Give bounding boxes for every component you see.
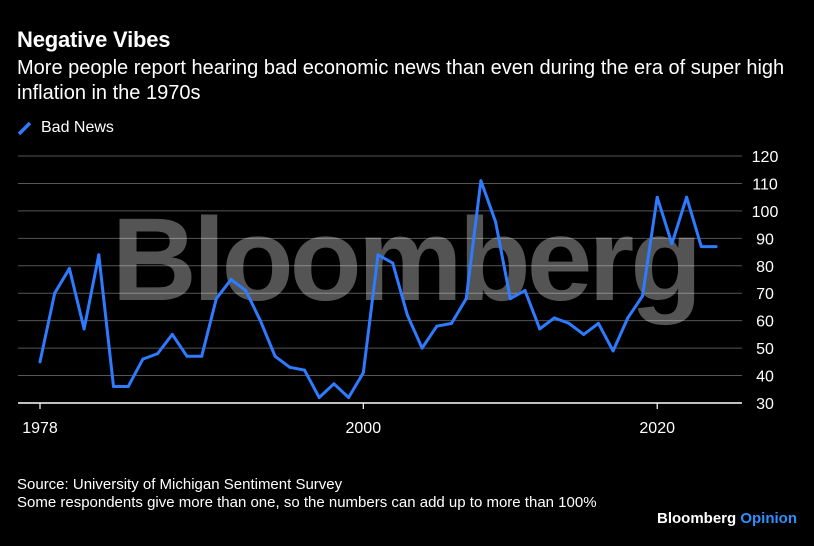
data-point-2015 [582, 332, 586, 336]
data-point-2017 [611, 349, 615, 353]
data-point-1998 [332, 382, 336, 386]
data-point-2020 [655, 195, 659, 199]
data-point-1984 [126, 385, 130, 388]
y-tick-label-40: 40 [756, 369, 774, 386]
data-point-2001 [376, 253, 380, 257]
data-point-2002 [391, 261, 395, 265]
data-point-2004 [420, 346, 424, 350]
chart-title: Negative Vibes [17, 27, 171, 52]
legend-label-bad-news: Bad News [41, 119, 114, 136]
data-point-1987 [170, 332, 174, 336]
data-point-2022 [685, 195, 689, 199]
x-tick-label-1978: 1978 [22, 420, 58, 437]
data-point-2023 [699, 245, 703, 249]
data-point-1995 [288, 365, 292, 369]
y-tick-label-110: 110 [752, 176, 778, 193]
data-point-2018 [626, 316, 630, 320]
data-point-2012 [538, 327, 542, 331]
data-point-2021 [670, 242, 674, 246]
chart-subtitle: More people report hearing bad economic … [17, 57, 785, 104]
data-point-2010 [508, 297, 512, 301]
data-point-2013 [552, 316, 556, 320]
data-point-2019 [641, 294, 644, 298]
data-point-2024 [714, 245, 718, 249]
data-point-1978 [38, 360, 42, 364]
data-point-1980 [67, 267, 71, 270]
data-point-2007 [464, 297, 468, 301]
y-tick-label-30: 30 [756, 396, 774, 413]
data-point-2005 [435, 324, 439, 328]
data-point-2016 [596, 321, 600, 325]
y-tick-label-80: 80 [756, 259, 774, 276]
data-point-2009 [494, 220, 498, 224]
data-point-2003 [405, 313, 409, 317]
data-point-1979 [53, 291, 57, 295]
gridlines [18, 155, 742, 404]
data-point-1997 [317, 396, 321, 399]
footer-notes: Source: University of Michigan Sentiment… [17, 476, 637, 512]
data-point-1994 [273, 354, 277, 358]
legend-line-icon [17, 121, 32, 136]
data-point-1992 [244, 289, 248, 292]
y-tick-label-50: 50 [756, 341, 774, 358]
y-tick-label-70: 70 [756, 286, 774, 303]
bloomberg-watermark: Bloomberg [112, 194, 699, 326]
note-text: Some respondents give more than one, so … [17, 494, 597, 511]
data-point-2000 [361, 371, 365, 375]
data-point-2006 [450, 321, 453, 325]
legend: Bad News [17, 119, 114, 137]
series-bad-news [38, 179, 718, 399]
y-tick-label-90: 90 [756, 231, 774, 248]
data-point-2014 [567, 321, 571, 325]
y-tick-label-120: 120 [752, 149, 779, 166]
data-point-1996 [303, 368, 306, 372]
source-text: Source: University of Michigan Sentiment… [17, 476, 343, 493]
brand-name: Bloomberg [657, 510, 737, 527]
y-tick-label-60: 60 [756, 314, 774, 331]
data-point-2011 [523, 289, 527, 292]
data-point-1983 [112, 385, 115, 388]
x-axis-ticks: 1978 2000 2020 [22, 403, 675, 437]
data-point-1982 [97, 253, 101, 257]
brand-logo: Bloomberg Opinion [657, 510, 797, 527]
x-tick-label-2000: 2000 [346, 420, 382, 437]
data-point-1999 [347, 396, 351, 399]
data-point-1990 [214, 297, 218, 301]
data-point-1989 [200, 354, 204, 358]
data-point-1986 [156, 352, 160, 356]
data-point-2008 [479, 179, 483, 183]
data-point-1988 [185, 354, 189, 358]
y-tick-label-100: 100 [752, 204, 779, 221]
x-tick-label-2020: 2020 [639, 420, 675, 437]
y-axis-ticks: 30 40 50 60 70 80 90 100 110 120 [752, 149, 779, 413]
data-point-1993 [258, 319, 262, 323]
data-point-1985 [141, 357, 145, 361]
data-point-1991 [229, 278, 233, 281]
data-point-1981 [82, 327, 86, 331]
brand-suffix: Opinion [740, 510, 797, 527]
